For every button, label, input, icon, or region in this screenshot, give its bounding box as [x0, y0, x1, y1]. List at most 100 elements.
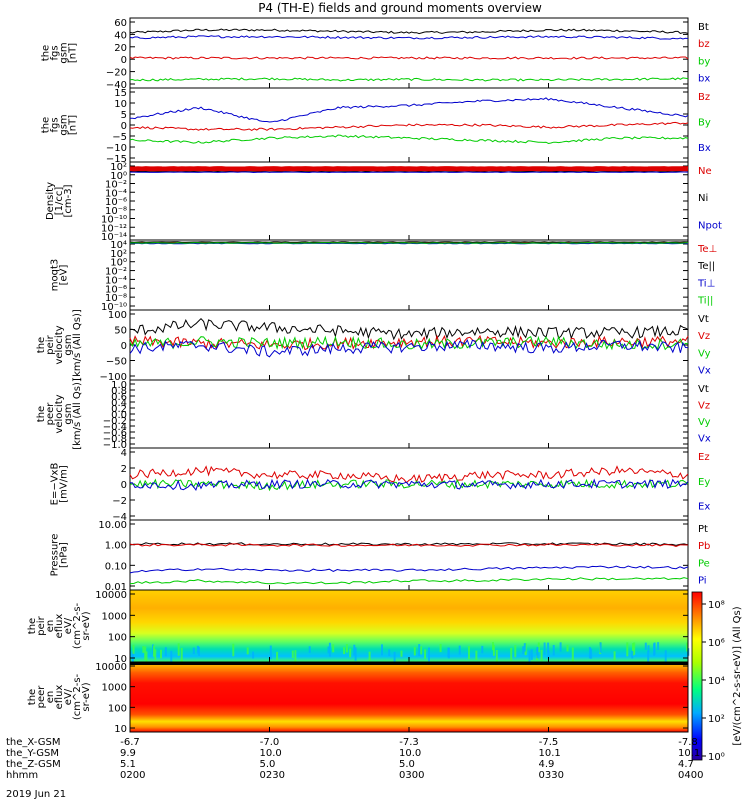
time-value: 10.1	[539, 748, 561, 759]
spectrogram-cell	[177, 643, 180, 656]
ytick-label: 10000	[95, 590, 127, 601]
time-value: 10.0	[260, 748, 282, 759]
ytick-label: 10⁰	[110, 171, 127, 182]
time-value: 4.7	[678, 759, 694, 770]
time-value: 9.9	[120, 748, 136, 759]
time-value: 0330	[539, 770, 564, 781]
spectrogram-cell	[180, 647, 183, 662]
ytick-label: 10⁻²	[105, 180, 127, 191]
legend-pt: Pt	[698, 524, 708, 535]
series-npot	[130, 171, 689, 174]
peer-spectrogram	[130, 662, 688, 732]
spectrogram-cell	[269, 645, 272, 660]
ytick-label: −5	[112, 132, 127, 143]
ytick-label: 10⁻⁴	[105, 188, 127, 199]
ytick-label: 10	[114, 724, 127, 735]
time-row-label: the_Y-GSM	[6, 748, 59, 759]
time-value: 10.1	[678, 748, 700, 759]
series-te||	[129, 241, 689, 243]
legend-bz: Bz	[698, 92, 710, 103]
ylabel-line: peer	[45, 402, 56, 426]
legend-bt: Bt	[698, 22, 709, 33]
colorbar-tick-label: 10⁸	[708, 600, 725, 611]
ytick-label: 10⁻¹²	[101, 223, 127, 234]
time-row-label: the_X-GSM	[6, 737, 60, 748]
time-value: 4.9	[539, 759, 555, 770]
colorbar-tick-label: 10⁰	[708, 752, 725, 763]
spectrogram-cell	[439, 643, 442, 653]
series-bt	[129, 28, 689, 35]
spectrogram-cell	[388, 649, 391, 657]
legend-vx: Vx	[698, 365, 711, 376]
ytick-label: 40	[114, 30, 127, 41]
spectrogram-cell	[514, 645, 517, 658]
ylabel-line: fgs	[50, 117, 61, 132]
spectrogram-cell	[381, 644, 383, 656]
panel-frame	[129, 161, 689, 241]
ylabel-line: the	[36, 337, 47, 353]
ylabel-line: fgs	[50, 45, 61, 60]
ylabel-line: en	[45, 620, 56, 633]
legend-by: by	[698, 56, 710, 67]
legend-vy: Vy	[698, 417, 711, 428]
ytick-label: 10²	[110, 162, 127, 173]
spectrogram-cell	[644, 642, 647, 650]
spectrogram-cell	[522, 646, 525, 655]
ytick-label: 10⁰	[110, 258, 127, 269]
spectrogram-cell	[540, 649, 543, 661]
figure-title: P4 (TH-E) fields and ground moments over…	[258, 1, 542, 15]
ytick-label: −4	[112, 512, 127, 523]
time-value: 0400	[678, 770, 703, 781]
series-bx	[129, 35, 689, 40]
ytick-label: −15	[106, 154, 127, 165]
ytick-label: 10	[114, 654, 127, 665]
spectrogram-cell	[559, 642, 562, 652]
ylabel-line: en	[45, 691, 56, 704]
spectrogram-cell	[276, 651, 279, 661]
time-value: 5.0	[399, 759, 415, 770]
time-value: 0300	[399, 770, 424, 781]
ylabel-line: eflux	[54, 685, 65, 710]
ylabel-line: peir	[45, 334, 56, 354]
ylabel-line: eV/	[63, 688, 74, 705]
panel-frame	[129, 519, 689, 591]
ytick-label: 4	[121, 448, 127, 459]
ytick-label: 15	[114, 88, 127, 99]
ytick-label: 60	[114, 18, 127, 29]
spectrogram-cell	[566, 644, 569, 652]
spectrogram-cell	[536, 648, 539, 656]
colorbar-label: [eV/(cm^2-s-sr-eV)] (All Qs)	[732, 606, 743, 745]
panel-frame	[129, 17, 689, 89]
ylabel-line: moqt3	[50, 259, 61, 292]
colorbar-tick-label: 10⁶	[708, 638, 725, 649]
time-value: -7.8	[678, 737, 698, 748]
ylabel-line: peir	[36, 615, 47, 635]
panel-peer-velocity: 1.00.80.60.40.20.0−0.2−0.4−0.6−0.8−1.0 th…	[36, 378, 711, 451]
spectrogram-cell	[393, 651, 396, 665]
legend-ex: Ex	[698, 502, 710, 513]
series-pb	[129, 543, 689, 548]
spectrogram-cell	[232, 643, 235, 657]
panel-frame	[129, 239, 689, 311]
ytick-label: 2	[121, 464, 127, 475]
spectrogram-cell	[420, 646, 423, 655]
ylabel-line: gsm	[59, 114, 70, 135]
time-value: 0200	[120, 770, 145, 781]
spectrogram-cell	[657, 642, 660, 651]
ylabel-line: velocity	[54, 394, 65, 433]
ylabel-line: peer	[36, 685, 47, 709]
spectrogram-cell	[424, 649, 427, 659]
spectrogram-cell	[543, 642, 546, 655]
legend-te||: Te||	[697, 261, 715, 272]
time-value: 10.0	[399, 748, 421, 759]
ylabel-line: [mV/m]	[59, 465, 70, 503]
ylabel-line: gsm	[63, 403, 74, 424]
spectrogram-cell	[327, 646, 330, 654]
ylabel-line: [eV]	[59, 265, 70, 286]
ytick-label: −0.2	[103, 416, 127, 427]
ytick-label: 1.00	[105, 541, 127, 552]
colorbar-tick-label: 10⁴	[708, 676, 725, 687]
legend-npot: Npot	[698, 220, 722, 231]
